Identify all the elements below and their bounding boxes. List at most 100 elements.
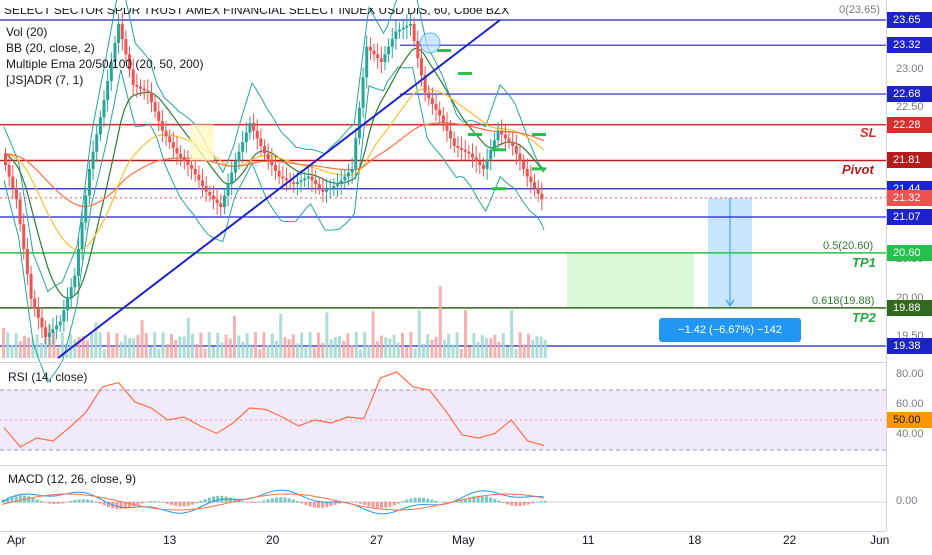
- macd-histogram-bar: [380, 502, 383, 509]
- macd-histogram-bar: [31, 497, 35, 503]
- volume-bar: [485, 338, 488, 358]
- indicator-adr[interactable]: [JS]ADR (7, 1): [6, 73, 84, 87]
- volume-bar: [396, 342, 400, 358]
- volume-bar: [203, 348, 207, 358]
- candle-body: [255, 130, 259, 139]
- macd-histogram-bar: [275, 497, 278, 503]
- candle-body: [102, 100, 106, 118]
- macd-histogram-bar: [237, 500, 241, 503]
- candle-body: [208, 191, 212, 196]
- volume-bar: [157, 348, 161, 358]
- macd-histogram-bar: [18, 495, 22, 503]
- macd-histogram-bar: [317, 502, 320, 508]
- candle-body: [237, 151, 241, 162]
- macd-histogram-bar: [207, 497, 211, 503]
- macd-signal-line: [1, 493, 544, 511]
- candle-body: [139, 86, 142, 89]
- macd-histogram-bar: [464, 498, 467, 503]
- volume-bar: [384, 337, 388, 358]
- volume-bar: [447, 333, 451, 358]
- volume-bar: [514, 349, 518, 358]
- candle-body: [222, 195, 226, 208]
- indicator-ema[interactable]: Multiple Ema 20/50/100 (20, 50, 200): [6, 57, 204, 71]
- volume-bar: [6, 332, 10, 358]
- price-badge: 22.28: [887, 116, 932, 133]
- candle-body: [201, 180, 205, 187]
- volume-bar: [186, 317, 190, 358]
- candle-body: [518, 153, 522, 162]
- volume-bar: [480, 335, 484, 358]
- candle-body: [387, 46, 391, 55]
- volume-bar: [174, 340, 178, 358]
- candle-body: [157, 111, 161, 122]
- rsi-pane-label[interactable]: RSI (14, close): [8, 370, 88, 384]
- macd-histogram-bar: [417, 497, 421, 503]
- candle-body: [525, 168, 529, 177]
- macd-histogram-bar: [321, 502, 325, 508]
- candle-body: [496, 130, 500, 141]
- macd-pane-label[interactable]: MACD (12, 26, close, 9): [8, 472, 137, 486]
- volume-bar: [363, 332, 367, 358]
- candle-body: [171, 142, 175, 148]
- candle-body: [379, 58, 383, 62]
- candle-body: [292, 182, 296, 185]
- macd-histogram-bar: [254, 502, 257, 503]
- candle-body: [131, 69, 135, 85]
- candle-body: [536, 187, 540, 194]
- volume-bar: [56, 348, 60, 358]
- rsi-tick-label: 80.00: [896, 368, 924, 380]
- candle-body: [146, 90, 150, 93]
- macd-histogram-bar: [443, 502, 446, 503]
- price-tick-label: 22.50: [896, 100, 924, 113]
- volume-bar: [543, 339, 547, 358]
- volume-bar: [115, 333, 119, 358]
- volume-bar: [165, 344, 169, 358]
- indicator-bollinger[interactable]: BB (20, close, 2): [6, 41, 95, 55]
- macd-histogram-bar: [329, 502, 333, 506]
- candle-body: [259, 138, 263, 146]
- macd-histogram-bar: [283, 497, 287, 503]
- indicator-volume[interactable]: Vol (20): [6, 25, 48, 39]
- volume-bar: [31, 338, 35, 358]
- candle-body: [438, 109, 442, 116]
- candle-body: [80, 222, 84, 250]
- macd-pane-separator[interactable]: [0, 465, 886, 466]
- candle-body: [182, 157, 186, 162]
- volume-bar: [388, 338, 392, 358]
- volume-bar: [539, 336, 543, 358]
- macd-histogram-bar: [249, 502, 253, 503]
- macd-histogram-bar: [170, 502, 173, 505]
- candle-body: [405, 25, 409, 28]
- candle-body: [91, 151, 95, 169]
- macd-histogram-bar: [90, 500, 94, 503]
- volume-bar: [233, 315, 236, 358]
- candle-body: [274, 165, 277, 171]
- macd-histogram-bar: [279, 497, 283, 503]
- candle-body: [445, 123, 449, 131]
- macd-histogram-bar: [312, 502, 316, 508]
- candle-body: [409, 23, 412, 26]
- macd-histogram-bar: [472, 496, 476, 503]
- volume-bar: [535, 336, 539, 358]
- volume-bar: [333, 337, 337, 358]
- volume-bar: [258, 349, 262, 358]
- volume-bar: [44, 332, 47, 358]
- volume-bar: [35, 334, 39, 358]
- candle-body: [277, 170, 281, 177]
- macd-histogram-bar: [69, 501, 73, 503]
- candle-body: [456, 145, 460, 148]
- volume-bar: [128, 337, 131, 358]
- macd-histogram-bar: [157, 501, 161, 503]
- candle-body: [95, 134, 99, 152]
- volume-bar: [266, 344, 270, 358]
- macd-histogram-bar: [199, 500, 203, 503]
- volume-bar: [350, 345, 354, 358]
- volume-bar: [493, 335, 497, 358]
- rsi-pane-separator[interactable]: [0, 362, 886, 363]
- macd-histogram-bar: [107, 502, 110, 508]
- macd-histogram-bar: [413, 497, 417, 503]
- macd-histogram-bar: [430, 499, 434, 503]
- time-tick-label: Apr: [7, 533, 26, 547]
